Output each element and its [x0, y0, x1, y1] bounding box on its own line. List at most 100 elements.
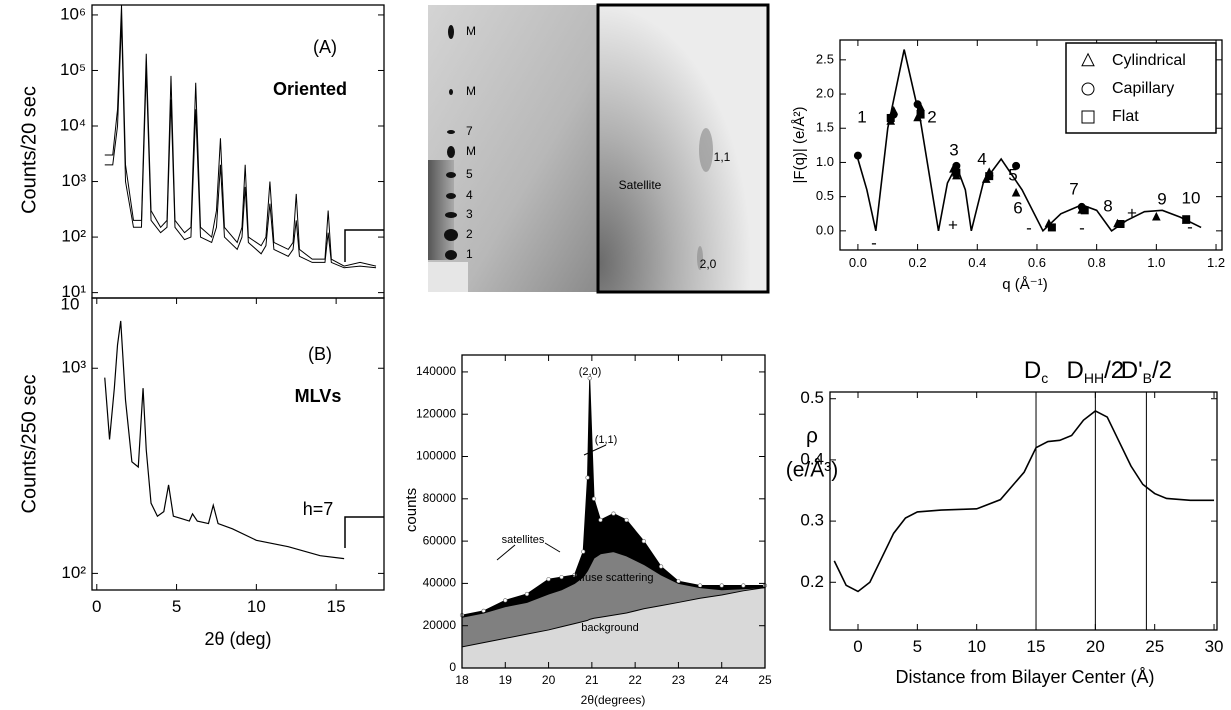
- reflection-label: M: [466, 84, 476, 98]
- annotation: 2: [927, 107, 936, 126]
- marker-square: [1080, 206, 1089, 215]
- x-tick-label: 15: [1027, 637, 1046, 656]
- x-tick-label: 18: [455, 673, 469, 687]
- annotation: 9: [1157, 189, 1166, 208]
- label-main: D': [1121, 357, 1143, 384]
- image-corner: [428, 262, 468, 292]
- annotation: 8: [1103, 196, 1112, 215]
- reference-label: Dc: [1024, 357, 1048, 385]
- x-tick-label: 15: [327, 597, 346, 616]
- x-axis-label: 2θ(degrees): [581, 693, 646, 707]
- annotation: (1,1): [595, 434, 618, 446]
- y-axis-label: Counts/250 sec: [18, 375, 40, 514]
- x-axis-label: 2θ (deg): [204, 629, 271, 649]
- x-tick-label: 0.2: [909, 255, 927, 270]
- x-tick-label: 25: [1145, 637, 1164, 656]
- y-axis-label: (e/Å³): [786, 459, 839, 482]
- legend-label: Capillary: [1112, 80, 1174, 97]
- reflection-label: M: [466, 24, 476, 38]
- x-tick-label: 24: [715, 673, 729, 687]
- data-point: [611, 511, 616, 516]
- marker-circle: [853, 151, 862, 160]
- y-axis-label: ρ: [806, 425, 818, 448]
- marker-circle: [1081, 82, 1095, 96]
- label-sub: c: [1041, 370, 1048, 386]
- label-sub: B: [1143, 370, 1152, 386]
- y-tick-label: 100000: [416, 449, 456, 463]
- x-tick-label: 5: [913, 637, 922, 656]
- data-point: [641, 539, 646, 544]
- reflection-label: 4: [466, 188, 473, 202]
- x-tick-label: 22: [628, 673, 642, 687]
- y-tick-label: 1.0: [816, 154, 834, 169]
- x-tick-label: 25: [758, 673, 772, 687]
- y-tick-label: 0.0: [816, 222, 834, 237]
- x-axis-label: q (Å⁻¹): [1002, 276, 1047, 293]
- x-tick-label: 1.0: [1147, 255, 1165, 270]
- marker-square: [1116, 220, 1125, 229]
- annotation: -: [1026, 218, 1032, 237]
- image-spot: [697, 246, 703, 270]
- line: [833, 410, 1215, 593]
- y-tick-label: 0.4: [800, 449, 824, 468]
- data-point: [624, 517, 629, 523]
- reference-label: D'B/2: [1121, 357, 1172, 385]
- annotation: h=7: [303, 499, 334, 519]
- x-tick-label: 21: [585, 673, 599, 687]
- y-tick-label: 120000: [416, 406, 456, 420]
- area: [461, 587, 766, 669]
- reflection-label: 7: [466, 124, 473, 138]
- label-suffix: /2: [1152, 357, 1172, 384]
- label-suffix: /2: [1104, 357, 1124, 384]
- y-axis-label: Counts/20 sec: [18, 86, 40, 214]
- y-tick-label: 60000: [423, 533, 457, 547]
- annotation: (A): [313, 37, 337, 57]
- y-tick-label: 2.5: [816, 51, 834, 66]
- data-point: [591, 496, 597, 501]
- x-tick-label: 20: [1086, 637, 1105, 656]
- label-sub: HH: [1084, 370, 1104, 386]
- reflections: [444, 25, 458, 260]
- y-tick-label: 10³: [61, 358, 86, 377]
- x-tick-label: 23: [672, 673, 686, 687]
- data-point: [659, 564, 664, 569]
- reflection-label: 2,0: [700, 257, 717, 271]
- marker-circle: [1012, 161, 1021, 170]
- diffraction-image: [428, 3, 770, 294]
- data-point: [559, 574, 564, 580]
- x-tick-label: 0.8: [1088, 255, 1106, 270]
- reflection-label: M: [466, 144, 476, 158]
- annotation: +: [948, 215, 958, 234]
- y-tick-label: 2.0: [816, 85, 834, 100]
- chart-3: 18 19 20 21 22 23 24 25 0 20000 40000 60000 80000 100…: [403, 354, 772, 707]
- marker-square: [1081, 110, 1095, 124]
- data-point: [741, 583, 746, 588]
- label-main: D: [1067, 357, 1084, 384]
- annotation: -: [1187, 217, 1193, 236]
- marker-square: [916, 110, 925, 119]
- x-axis-label: Distance from Bilayer Center (Å): [895, 667, 1154, 687]
- y-tick-label: 10²: [61, 563, 86, 582]
- image-background: [428, 5, 598, 292]
- x-tick-label: 10: [967, 637, 986, 656]
- annotation: MLVs: [295, 386, 342, 406]
- y-tick-label: 140000: [416, 364, 456, 378]
- annotation: diffuse scattering: [571, 572, 654, 584]
- x-tick-label: 0.4: [968, 255, 986, 270]
- chart-1: 0 5 10 15 10² 10³ 2θ (deg) Counts/250 sec (B) MLV…: [18, 294, 385, 649]
- reflection-label: 3: [466, 207, 473, 221]
- y-tick-label: 0.3: [800, 511, 824, 530]
- annotation: +: [1127, 203, 1137, 222]
- y-axis-label: |F(q)| (e/Å²): [791, 107, 808, 184]
- annotation: 3: [949, 140, 958, 159]
- data-point: [581, 549, 586, 554]
- label-main: D: [1024, 357, 1041, 384]
- annotation: background: [581, 622, 639, 634]
- y-tick-label: 10²: [61, 227, 86, 246]
- data-point: [719, 583, 724, 588]
- y-tick-label: 20000: [423, 618, 457, 632]
- marker-triangle: [1152, 211, 1161, 221]
- x-tick-label: 10: [247, 597, 266, 616]
- marker-square: [1047, 223, 1056, 232]
- legend-label: Cylindrical: [1112, 52, 1186, 69]
